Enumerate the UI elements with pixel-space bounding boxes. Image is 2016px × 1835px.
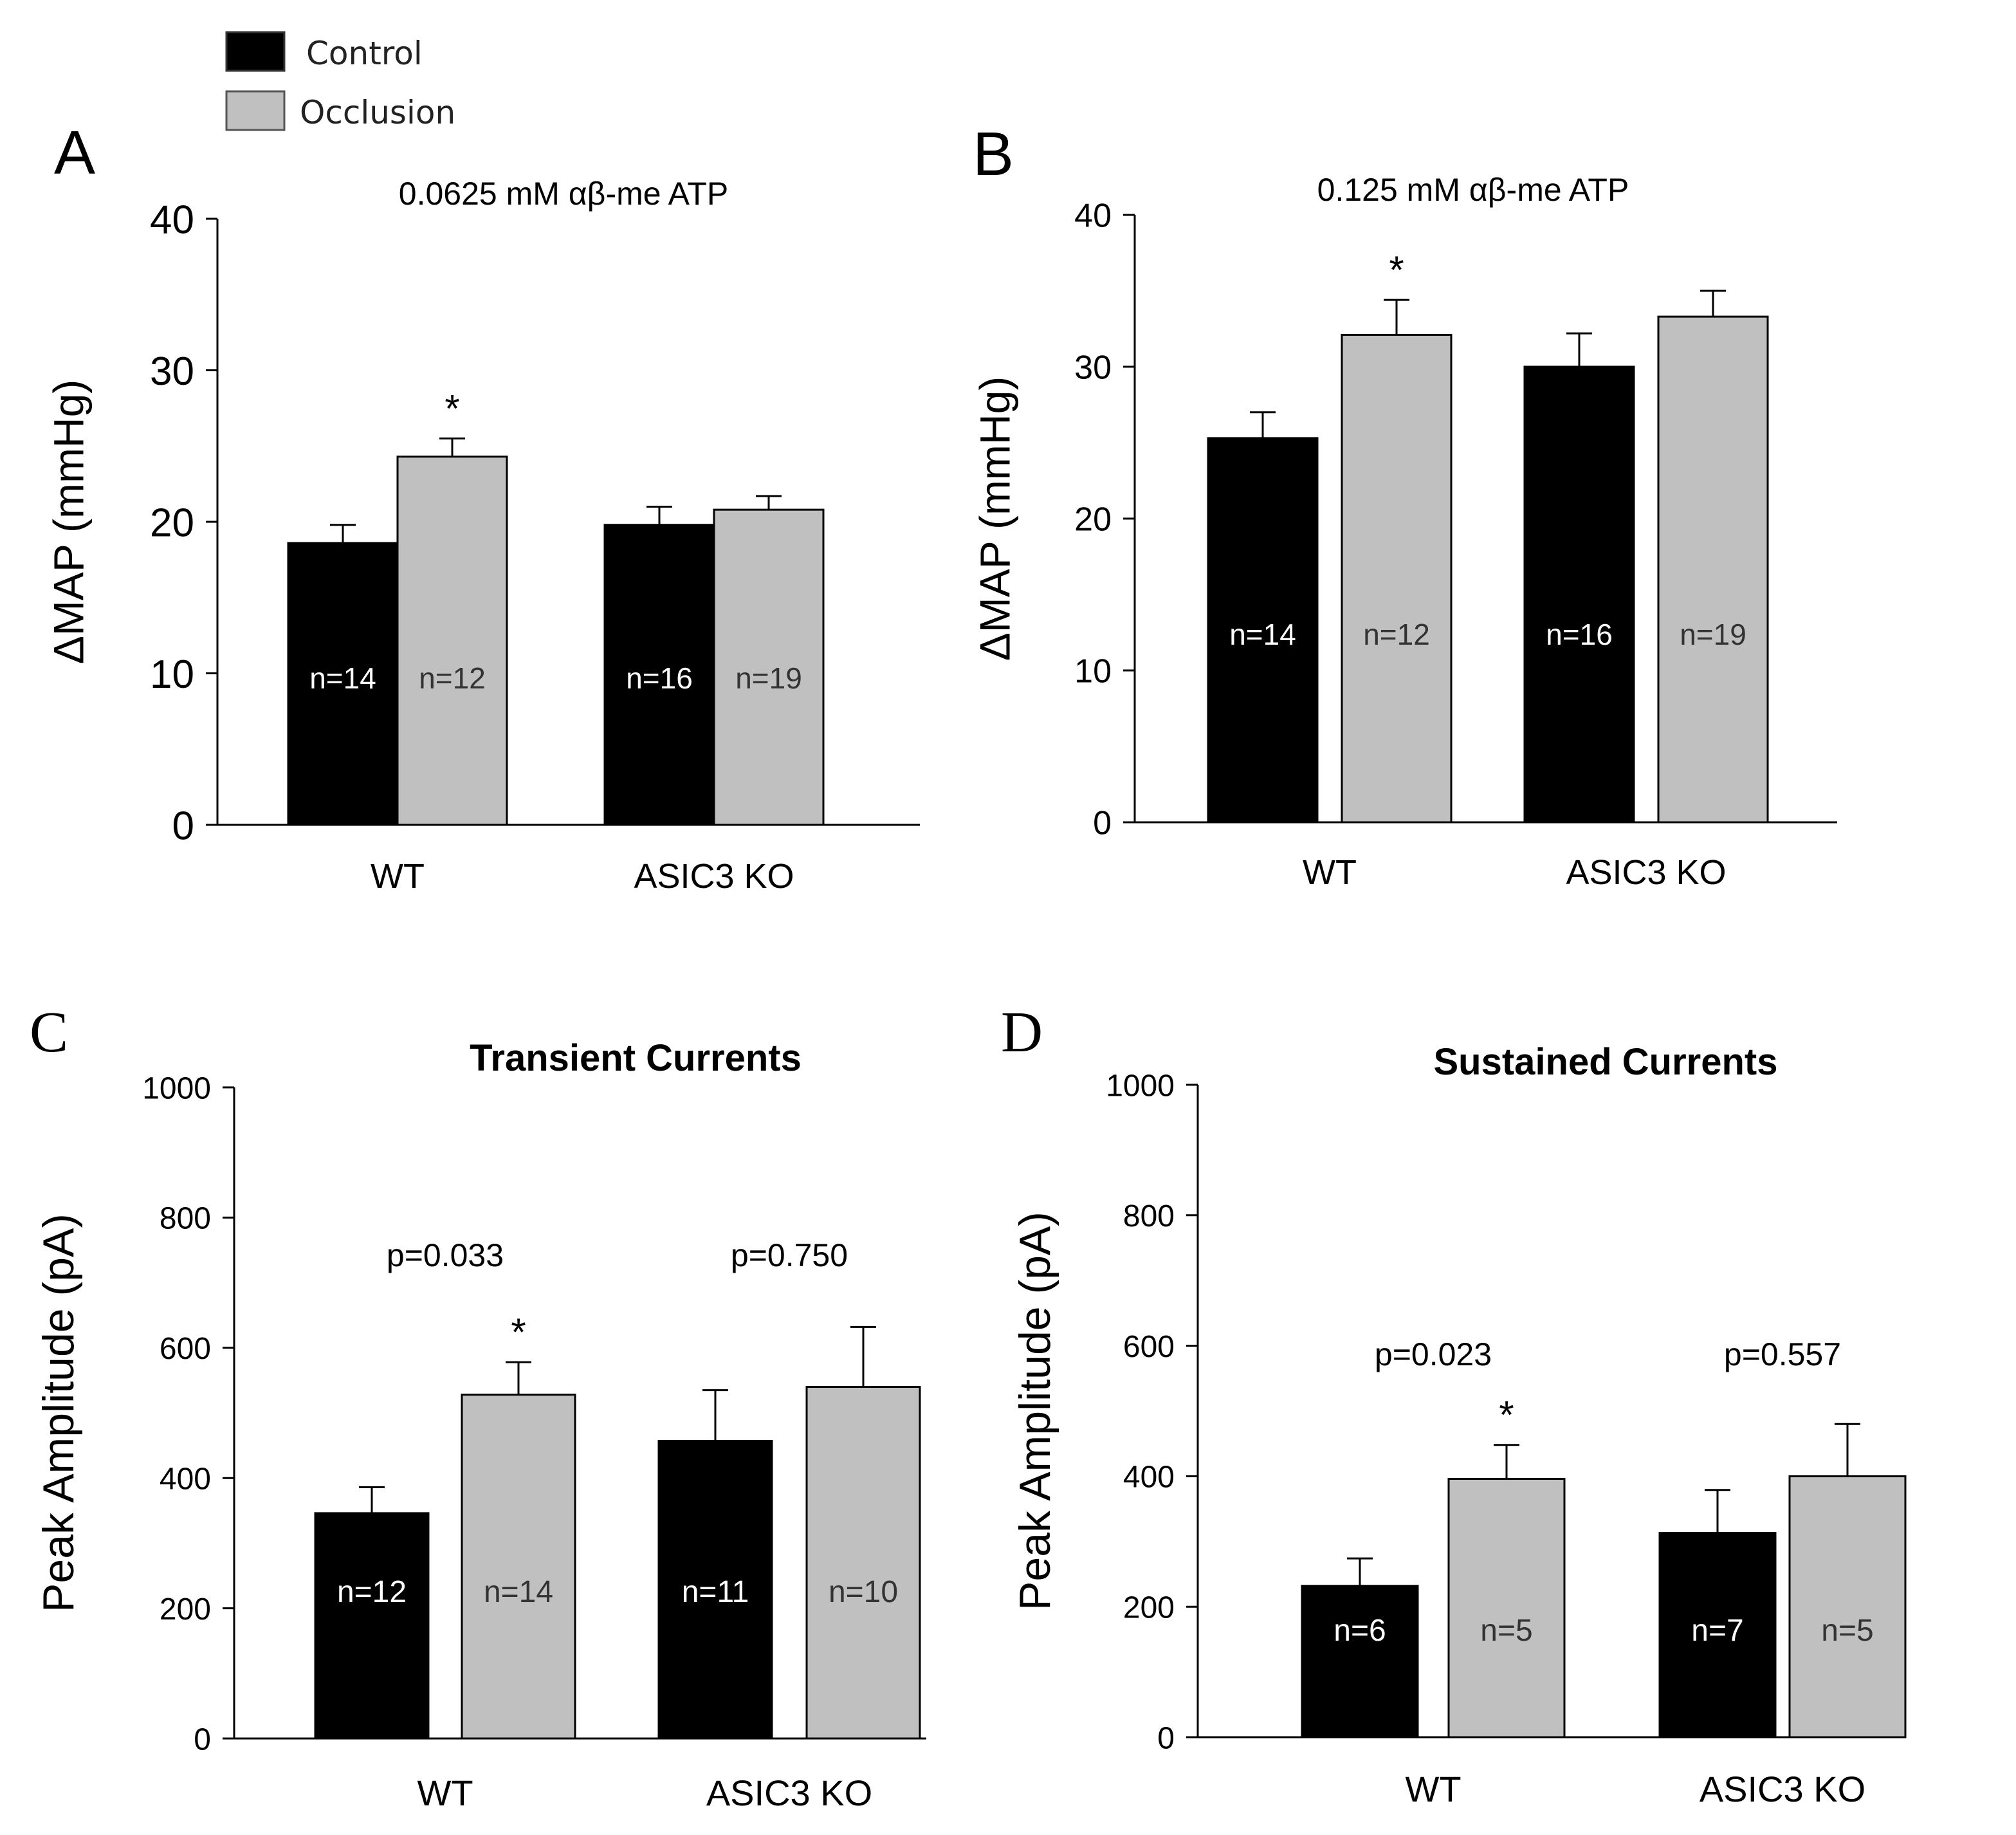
p-value-label: p=0.557 <box>1724 1336 1841 1372</box>
y-tick-label: 10 <box>150 652 194 697</box>
p-value-label: p=0.750 <box>731 1237 848 1273</box>
n-label: n=10 <box>829 1575 898 1609</box>
x-category-label: ASIC3 KO <box>706 1773 872 1813</box>
y-tick-label: 400 <box>160 1462 211 1496</box>
bar-control-asic3-ko <box>657 1440 773 1740</box>
legend-swatch-occlusion <box>225 90 286 131</box>
bar-control-wt <box>287 542 399 826</box>
x-category-label: WT <box>1405 1769 1461 1809</box>
bar-control-asic3-ko <box>1523 365 1635 824</box>
n-label: n=14 <box>309 661 376 695</box>
y-axis-label: ΔMAP (mmHg) <box>971 376 1018 661</box>
n-label: n=12 <box>337 1575 407 1609</box>
significance-asterisk: * <box>1389 248 1404 291</box>
y-tick-label: 400 <box>1123 1461 1175 1495</box>
n-label: n=12 <box>419 661 486 695</box>
y-tick-label: 20 <box>150 501 194 545</box>
n-label: n=5 <box>1821 1614 1873 1648</box>
bar-control-asic3-ko <box>603 524 715 826</box>
bar-occlusion-wt <box>396 456 508 826</box>
significance-asterisk: * <box>444 387 459 430</box>
y-tick-label: 1000 <box>142 1071 211 1105</box>
x-category-label: WT <box>371 857 425 896</box>
x-category-label: WT <box>1303 853 1357 892</box>
bar-occlusion-asic3-ko <box>1657 315 1769 824</box>
panel-d-chart: 0 200 400 600 800 1000 Sustained Currents Peak … <box>1011 1041 1907 1809</box>
legend-swatch-control <box>225 31 286 72</box>
y-tick-label: 0 <box>1093 805 1112 842</box>
y-tick-label: 0 <box>194 1722 211 1757</box>
n-label: n=5 <box>1480 1614 1532 1648</box>
y-axis-label: Peak Amplitude (pA) <box>34 1213 83 1612</box>
y-tick-label: 20 <box>1074 501 1112 539</box>
bar-occlusion-wt <box>1447 1477 1566 1738</box>
panel-letter-a: A <box>54 118 95 187</box>
y-tick-label: 40 <box>150 198 194 242</box>
panel-c-chart: 0 200 400 600 800 1000 Transient Currents Peak … <box>34 1037 926 1813</box>
x-category-label: ASIC3 KO <box>634 857 794 896</box>
chart-title: Sustained Currents <box>1434 1041 1778 1083</box>
n-label: n=11 <box>682 1575 749 1609</box>
significance-asterisk: * <box>511 1311 526 1354</box>
legend-label-control: Control <box>306 35 423 72</box>
n-label: n=16 <box>626 661 693 695</box>
legend-label-occlusion: Occlusion <box>300 94 455 131</box>
x-category-label: ASIC3 KO <box>1700 1769 1865 1809</box>
x-category-label: ASIC3 KO <box>1566 853 1726 892</box>
bar-occlusion-wt <box>1341 333 1452 824</box>
y-tick-label: 0 <box>1157 1721 1175 1755</box>
bar-control-wt <box>1301 1585 1419 1738</box>
panel-letter-b: B <box>973 120 1014 189</box>
y-axis-label: ΔMAP (mmHg) <box>44 380 92 665</box>
legend: Control Occlusion <box>225 31 455 131</box>
n-label: n=14 <box>484 1575 553 1609</box>
n-label: n=12 <box>1363 618 1430 651</box>
p-value-label: p=0.033 <box>387 1237 504 1273</box>
x-category-label: WT <box>417 1773 473 1813</box>
panel-b-chart: 0 10 20 30 40 0.125 mM αβ-me ATP ΔMAP (mmHg) n=… <box>971 172 1837 892</box>
bar-occlusion-asic3-ko <box>1788 1475 1907 1738</box>
n-label: n=19 <box>1680 618 1746 651</box>
n-label: n=6 <box>1333 1614 1386 1648</box>
bar-occlusion-wt <box>461 1394 576 1740</box>
y-axis-label: Peak Amplitude (pA) <box>1011 1212 1059 1610</box>
y-tick-label: 40 <box>1074 198 1112 235</box>
y-tick-label: 600 <box>1123 1330 1175 1364</box>
significance-asterisk: * <box>1499 1394 1514 1437</box>
n-label: n=19 <box>735 661 802 695</box>
chart-title: 0.125 mM αβ-me ATP <box>1317 172 1629 208</box>
p-value-label: p=0.023 <box>1375 1336 1492 1372</box>
y-tick-label: 600 <box>160 1332 211 1366</box>
n-label: n=16 <box>1546 618 1613 651</box>
y-tick-label: 200 <box>160 1592 211 1627</box>
n-label: n=14 <box>1229 618 1296 651</box>
y-tick-label: 30 <box>150 349 194 394</box>
bar-occlusion-asic3-ko <box>805 1386 921 1740</box>
y-tick-label: 800 <box>1123 1199 1175 1233</box>
y-tick-label: 0 <box>172 804 194 848</box>
bar-occlusion-asic3-ko <box>713 508 825 826</box>
y-tick-label: 1000 <box>1106 1069 1175 1103</box>
chart-title: 0.0625 mM αβ-me ATP <box>399 176 728 212</box>
y-tick-label: 800 <box>160 1202 211 1236</box>
panel-letter-d: D <box>1001 1000 1043 1064</box>
y-tick-label: 200 <box>1123 1591 1175 1625</box>
panel-a-chart: 0 10 20 30 40 0.0625 mM αβ-me ATP ΔMAP (mmHg) n… <box>44 176 920 896</box>
n-label: n=7 <box>1691 1614 1743 1648</box>
y-tick-label: 30 <box>1074 349 1112 387</box>
bar-control-wt <box>314 1512 430 1740</box>
panel-letter-c: C <box>30 1000 68 1064</box>
y-tick-label: 10 <box>1074 653 1112 690</box>
chart-title: Transient Currents <box>470 1037 802 1079</box>
